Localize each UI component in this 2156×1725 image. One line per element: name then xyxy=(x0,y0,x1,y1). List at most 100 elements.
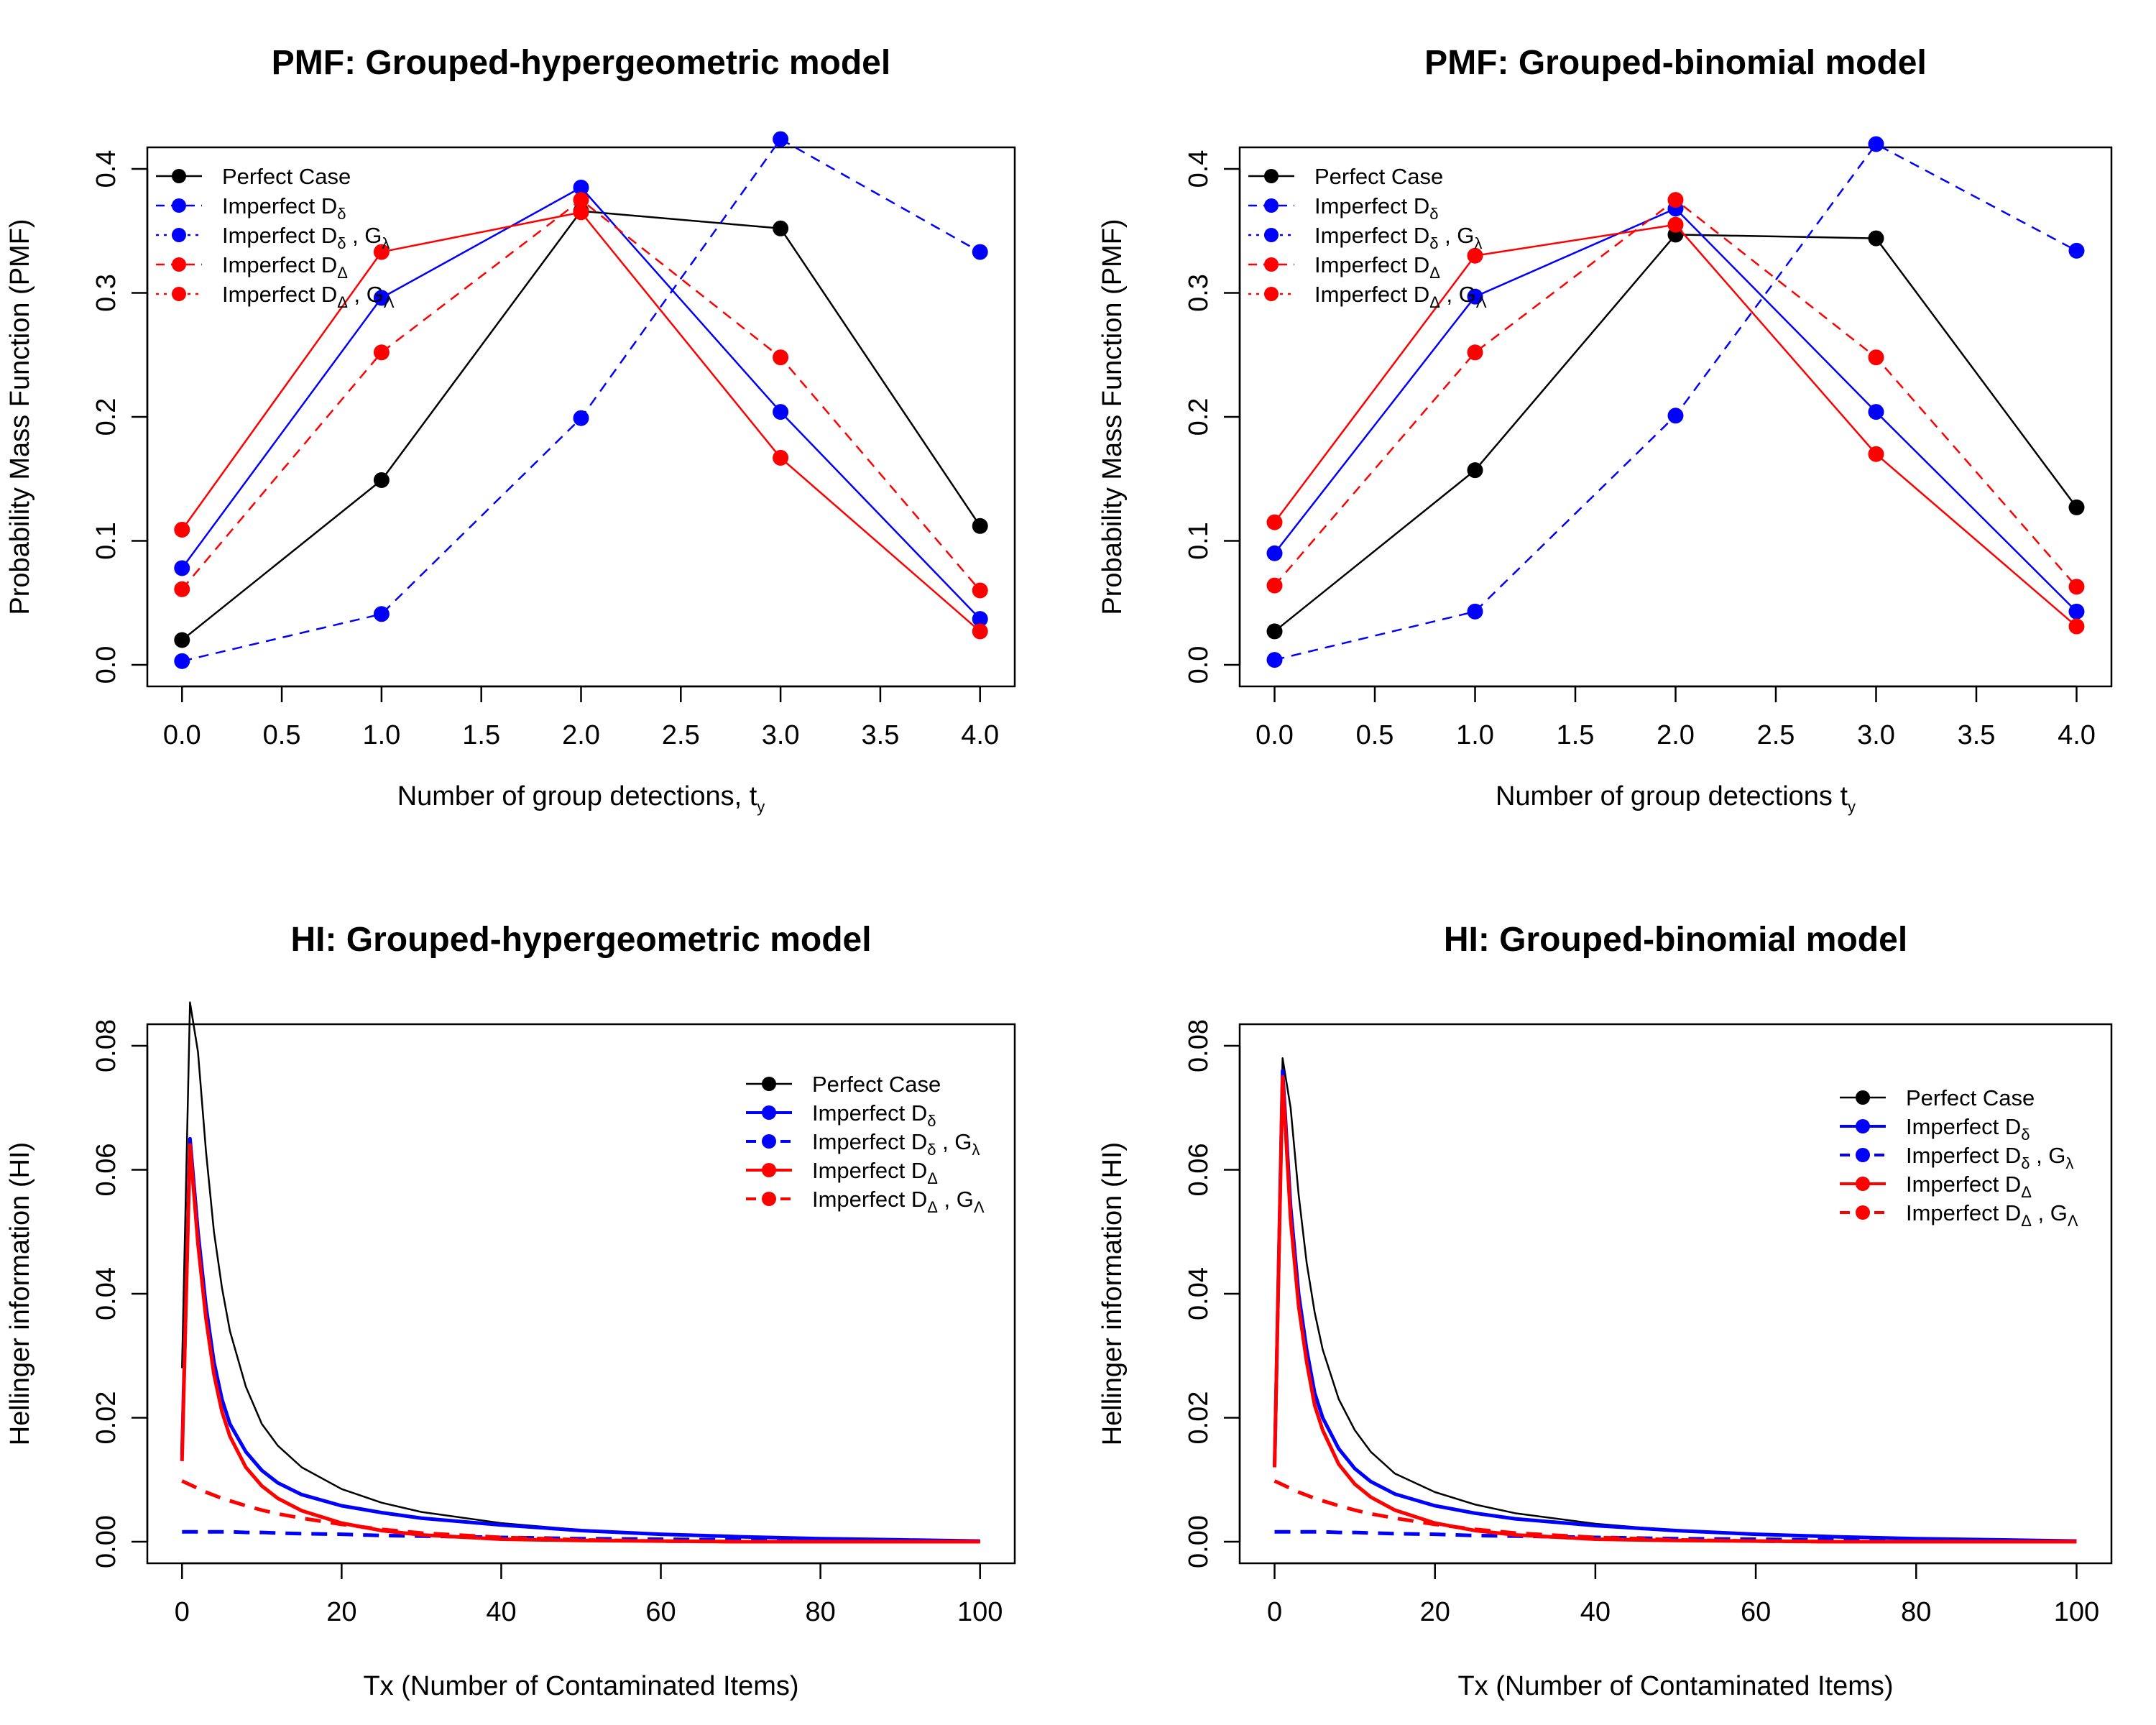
data-point xyxy=(1266,545,1283,561)
x-tick-label: 2.5 xyxy=(1757,720,1795,750)
legend-item: Imperfect DΔ xyxy=(746,1158,938,1187)
data-point xyxy=(1266,623,1283,640)
series-2 xyxy=(1266,136,2085,668)
legend-label: Imperfect Dδ xyxy=(1906,1114,2030,1144)
data-point xyxy=(773,449,789,466)
series-line xyxy=(181,1479,980,1544)
y-tick-label: 0.1 xyxy=(1184,522,1214,560)
y-axis: 0.0 0.1 0.2 0.3 0.4 xyxy=(91,150,149,684)
y-axis: 0.00 0.02 0.04 0.06 0.08 xyxy=(1184,1019,1241,1568)
legend-marker xyxy=(172,257,186,272)
x-tick-label: 1.0 xyxy=(362,720,400,750)
legend-marker xyxy=(1856,1119,1870,1133)
x-axis-label: Tx (Number of Contaminated Items) xyxy=(363,1671,798,1701)
data-point xyxy=(1467,603,1483,620)
x-tick-label: 100 xyxy=(2054,1597,2099,1627)
data-point xyxy=(1667,216,1684,233)
x-tick-label: 0 xyxy=(1267,1597,1282,1627)
legend-marker xyxy=(762,1134,776,1149)
y-tick-label: 0.06 xyxy=(1184,1144,1214,1197)
data-point xyxy=(2068,242,2085,259)
data-point xyxy=(373,244,390,260)
series-3 xyxy=(182,1530,980,1543)
legend-item: Imperfect DΔ xyxy=(156,252,348,282)
series-line xyxy=(180,1143,980,1544)
series-4 xyxy=(1266,216,2085,635)
y-tick-label: 0.4 xyxy=(1184,150,1214,188)
x-tick-label: 0 xyxy=(175,1597,190,1627)
y-tick-label: 0.3 xyxy=(1184,274,1214,312)
x-tick-label: 60 xyxy=(1741,1597,1771,1627)
data-point xyxy=(1868,230,1884,247)
legend-item: Imperfect Dδ , Gλ xyxy=(746,1129,980,1159)
chart-panel-1: PMF: Grouped-hypergeometric model 0.0 0.5 1… xyxy=(5,44,1016,816)
y-tick-label: 0.1 xyxy=(91,522,121,560)
data-point xyxy=(1266,577,1283,594)
x-tick-label: 20 xyxy=(1420,1597,1450,1627)
x-tick-label: 3.0 xyxy=(1857,720,1895,750)
x-tick-label: 80 xyxy=(1901,1597,1931,1627)
y-axis: 0.0 0.1 0.2 0.3 0.4 xyxy=(1184,150,1241,684)
data-point xyxy=(573,410,589,426)
legend-label: Perfect Case xyxy=(1314,164,1443,189)
data-point xyxy=(573,204,589,221)
x-tick-label: 0.5 xyxy=(1356,720,1394,750)
legend-label: Imperfect Dδ , Gλ xyxy=(812,1129,980,1159)
x-axis-label: Number of group detections ty xyxy=(1496,781,1856,816)
legend-marker xyxy=(1856,1148,1870,1162)
x-tick-label: 1.5 xyxy=(1557,720,1595,750)
data-point xyxy=(174,560,190,576)
data-point xyxy=(1667,192,1684,208)
series-4 xyxy=(174,204,988,640)
data-point xyxy=(174,653,190,669)
data-point xyxy=(1868,136,1884,152)
data-point xyxy=(174,521,190,538)
y-tick-label: 0.4 xyxy=(91,150,121,188)
data-point xyxy=(2068,603,2085,620)
y-axis: 0.00 0.02 0.04 0.06 0.08 xyxy=(91,1019,149,1568)
legend-label: Imperfect Dδ , Gλ xyxy=(1906,1143,2073,1172)
y-tick-label: 0.08 xyxy=(91,1019,121,1072)
legend-marker xyxy=(172,169,186,183)
series-2 xyxy=(174,131,988,669)
x-tick-label: 0.0 xyxy=(163,720,201,750)
legend-marker xyxy=(762,1077,776,1091)
x-tick-label: 80 xyxy=(805,1597,835,1627)
x-tick-label: 60 xyxy=(645,1597,676,1627)
series-5 xyxy=(1266,192,2085,595)
y-axis-label: Hellinger information (HI) xyxy=(1097,1142,1128,1445)
y-tick-label: 0.02 xyxy=(1184,1392,1214,1445)
chart-title: HI: Grouped-hypergeometric model xyxy=(290,921,871,959)
legend-marker xyxy=(1264,257,1279,272)
plot-area xyxy=(1273,1057,2077,1544)
legend-item: Imperfect Dδ , Gλ xyxy=(156,223,390,252)
x-tick-label: 3.0 xyxy=(762,720,800,750)
y-tick-label: 0.0 xyxy=(1184,646,1214,684)
data-point xyxy=(972,518,988,534)
data-point xyxy=(773,404,789,420)
data-point xyxy=(972,623,988,640)
data-point xyxy=(1266,514,1283,530)
legend-item: Imperfect Dδ xyxy=(1840,1114,2030,1144)
legend-marker xyxy=(1264,169,1279,183)
y-tick-label: 0.04 xyxy=(1184,1267,1214,1320)
series-5 xyxy=(174,192,988,599)
data-point xyxy=(1266,652,1283,668)
data-point xyxy=(573,192,589,208)
plot-area xyxy=(180,1001,980,1544)
legend-label: Perfect Case xyxy=(222,164,351,189)
legend-marker xyxy=(762,1105,776,1120)
y-tick-label: 0.0 xyxy=(91,646,121,684)
series-line xyxy=(1273,1075,2077,1544)
y-tick-label: 0.2 xyxy=(1184,398,1214,436)
data-point xyxy=(1868,446,1884,462)
x-tick-label: 100 xyxy=(957,1597,1003,1627)
data-point xyxy=(773,349,789,366)
x-tick-label: 2.5 xyxy=(662,720,700,750)
legend-label: Imperfect Dδ xyxy=(222,193,346,223)
legend-item: Imperfect DΔ , GΛ xyxy=(746,1187,985,1216)
